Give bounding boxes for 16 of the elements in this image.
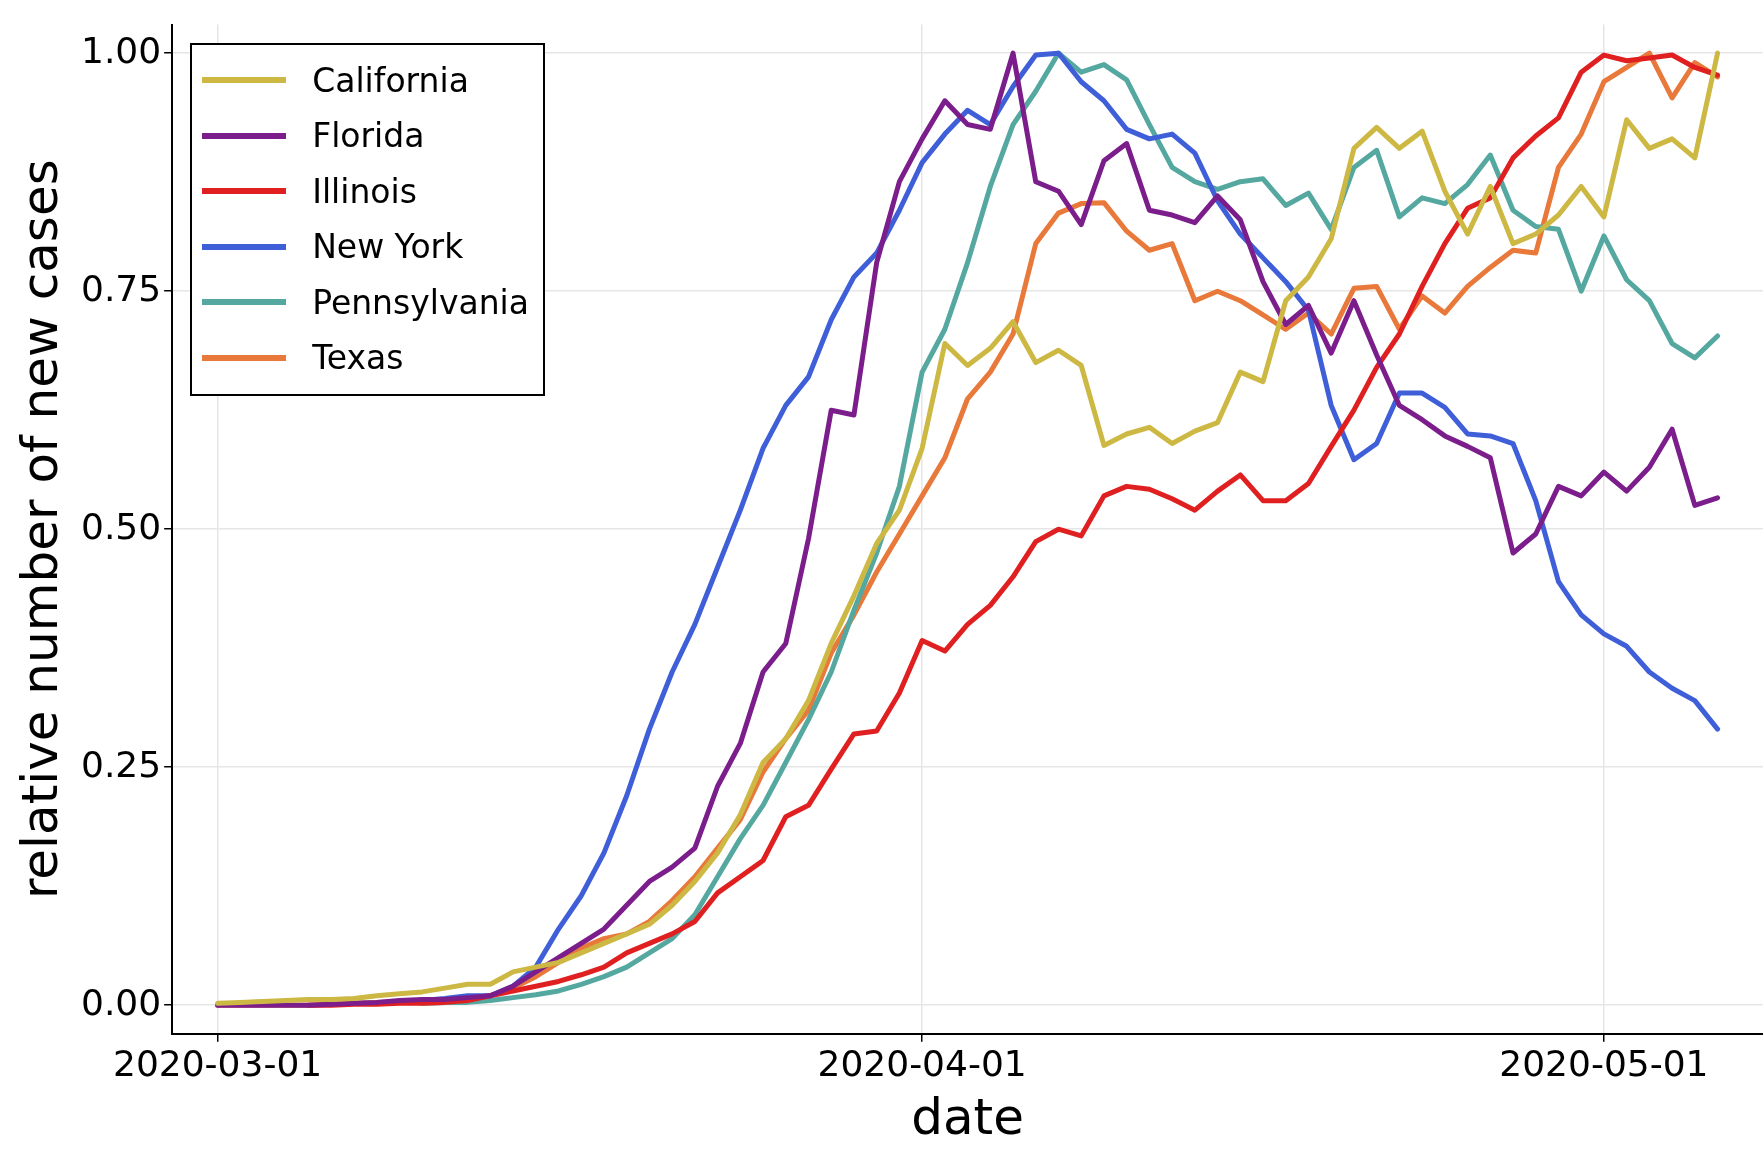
legend-label: Illinois bbox=[312, 171, 417, 211]
legend-label: Florida bbox=[312, 116, 425, 156]
x-tick-label: 2020-05-01 bbox=[1499, 1042, 1709, 1084]
x-tick-label: 2020-04-01 bbox=[817, 1042, 1027, 1084]
legend-label: California bbox=[312, 60, 469, 100]
y-tick-label: 0.75 bbox=[81, 267, 162, 309]
y-tick-label: 0.50 bbox=[81, 505, 162, 547]
y-tick-label: 0.00 bbox=[81, 981, 162, 1023]
x-axis-title: date bbox=[911, 1087, 1024, 1146]
legend-label: New York bbox=[312, 227, 464, 267]
y-tick-label: 1.00 bbox=[81, 29, 162, 71]
y-tick-label: 0.25 bbox=[81, 743, 162, 785]
y-axis-title: relative number of new cases bbox=[10, 159, 69, 900]
x-tick-label: 2020-03-01 bbox=[113, 1042, 323, 1084]
legend-label: Texas bbox=[312, 338, 404, 378]
legend-label: Pennsylvania bbox=[312, 282, 529, 322]
